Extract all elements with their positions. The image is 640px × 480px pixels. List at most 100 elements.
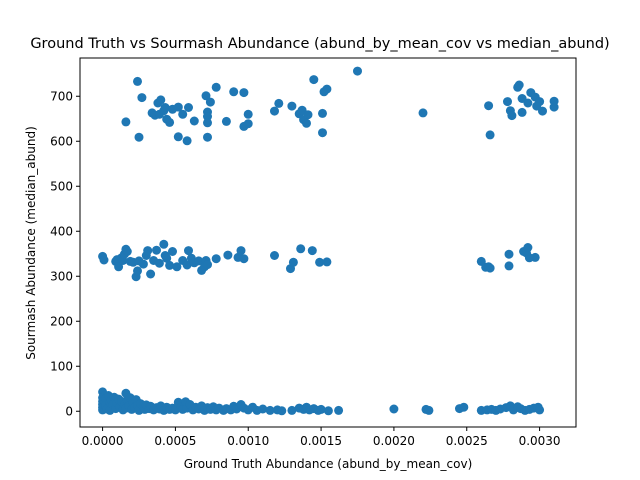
data-point xyxy=(236,246,246,256)
data-point xyxy=(258,404,268,414)
data-point xyxy=(315,257,325,267)
data-point xyxy=(162,253,172,263)
data-point xyxy=(424,405,434,415)
x-tick-label: 0.0005 xyxy=(154,434,196,448)
data-point xyxy=(133,76,142,86)
data-point xyxy=(523,243,533,252)
y-axis-label: Sourmash Abundance (median_abund) xyxy=(24,126,38,360)
data-point xyxy=(211,82,221,92)
x-tick-label: 0.0015 xyxy=(300,434,342,448)
x-tick-label: 0.0010 xyxy=(227,434,269,448)
y-tick-label: 400 xyxy=(50,224,73,238)
x-axis: 0.0000 0.0005 0.0010 0.0015 0.0020 0.0025 0.00… xyxy=(82,427,561,448)
data-point xyxy=(223,250,233,260)
y-tick-label: 700 xyxy=(50,89,73,103)
data-point xyxy=(538,106,547,116)
data-point xyxy=(137,93,147,103)
data-point xyxy=(173,132,183,142)
data-point xyxy=(334,405,344,415)
data-point xyxy=(182,260,192,270)
data-point xyxy=(322,84,332,94)
data-point xyxy=(303,110,313,120)
data-point xyxy=(99,255,109,265)
data-point xyxy=(154,258,164,268)
data-point xyxy=(203,118,212,128)
data-point xyxy=(484,101,494,111)
data-point xyxy=(201,91,211,101)
data-point xyxy=(270,106,279,116)
data-point xyxy=(287,101,297,111)
data-point xyxy=(277,406,287,416)
data-point xyxy=(122,247,132,256)
y-tick-label: 600 xyxy=(50,134,73,148)
data-point xyxy=(203,132,212,142)
data-point xyxy=(270,251,279,260)
data-point xyxy=(535,97,545,107)
data-point xyxy=(504,261,514,271)
y-tick-label: 200 xyxy=(50,314,73,328)
data-point xyxy=(517,107,527,117)
data-point xyxy=(296,244,306,254)
x-tick-label: 0.0025 xyxy=(446,434,488,448)
data-point xyxy=(168,247,177,256)
y-tick-label: 0 xyxy=(65,404,73,418)
data-point xyxy=(323,406,333,416)
data-point xyxy=(503,97,512,107)
data-point xyxy=(523,98,533,108)
data-point xyxy=(507,111,517,121)
data-point xyxy=(504,249,514,259)
data-point xyxy=(229,87,239,97)
x-tick-label: 0.0030 xyxy=(519,434,561,448)
data-point xyxy=(121,117,131,127)
data-point xyxy=(159,239,169,249)
data-point xyxy=(182,136,192,146)
data-point xyxy=(194,256,204,266)
data-point xyxy=(288,257,298,267)
data-point xyxy=(184,246,193,256)
data-points xyxy=(98,66,559,416)
x-axis-label: Ground Truth Abundance (abund_by_mean_co… xyxy=(184,457,473,471)
data-point xyxy=(309,75,319,85)
data-point xyxy=(418,108,428,118)
data-point xyxy=(302,118,311,128)
data-point xyxy=(205,97,215,107)
data-point xyxy=(221,116,231,126)
data-point xyxy=(239,88,249,98)
data-point xyxy=(203,112,212,121)
data-point xyxy=(160,103,170,112)
data-point xyxy=(143,246,153,256)
data-point xyxy=(514,80,524,90)
data-point xyxy=(322,257,332,267)
data-point xyxy=(165,117,175,127)
data-point xyxy=(485,130,495,140)
x-tick-label: 0.0000 xyxy=(82,434,124,448)
data-point xyxy=(134,132,144,142)
y-tick-label: 300 xyxy=(50,269,73,283)
data-point xyxy=(549,96,559,106)
data-point xyxy=(274,98,284,108)
data-point xyxy=(178,109,188,119)
y-tick-label: 500 xyxy=(50,179,73,193)
x-tick-label: 0.0020 xyxy=(373,434,415,448)
data-point xyxy=(459,402,469,412)
data-point xyxy=(114,262,124,272)
data-point xyxy=(307,246,317,256)
data-point xyxy=(152,245,161,255)
data-point xyxy=(243,119,253,129)
data-point xyxy=(389,404,399,414)
y-tick-label: 100 xyxy=(50,359,73,373)
data-point xyxy=(211,254,221,264)
y-axis: 0 100 200 300 400 500 600 700 xyxy=(50,89,80,418)
data-point xyxy=(146,269,156,279)
data-point xyxy=(172,262,182,272)
data-point xyxy=(156,95,166,105)
data-point xyxy=(243,109,253,119)
data-point xyxy=(353,66,362,76)
data-point xyxy=(535,405,545,415)
data-point xyxy=(318,108,327,118)
data-point xyxy=(239,254,249,264)
data-point xyxy=(165,260,175,270)
data-point xyxy=(287,405,297,415)
data-point xyxy=(189,116,199,126)
